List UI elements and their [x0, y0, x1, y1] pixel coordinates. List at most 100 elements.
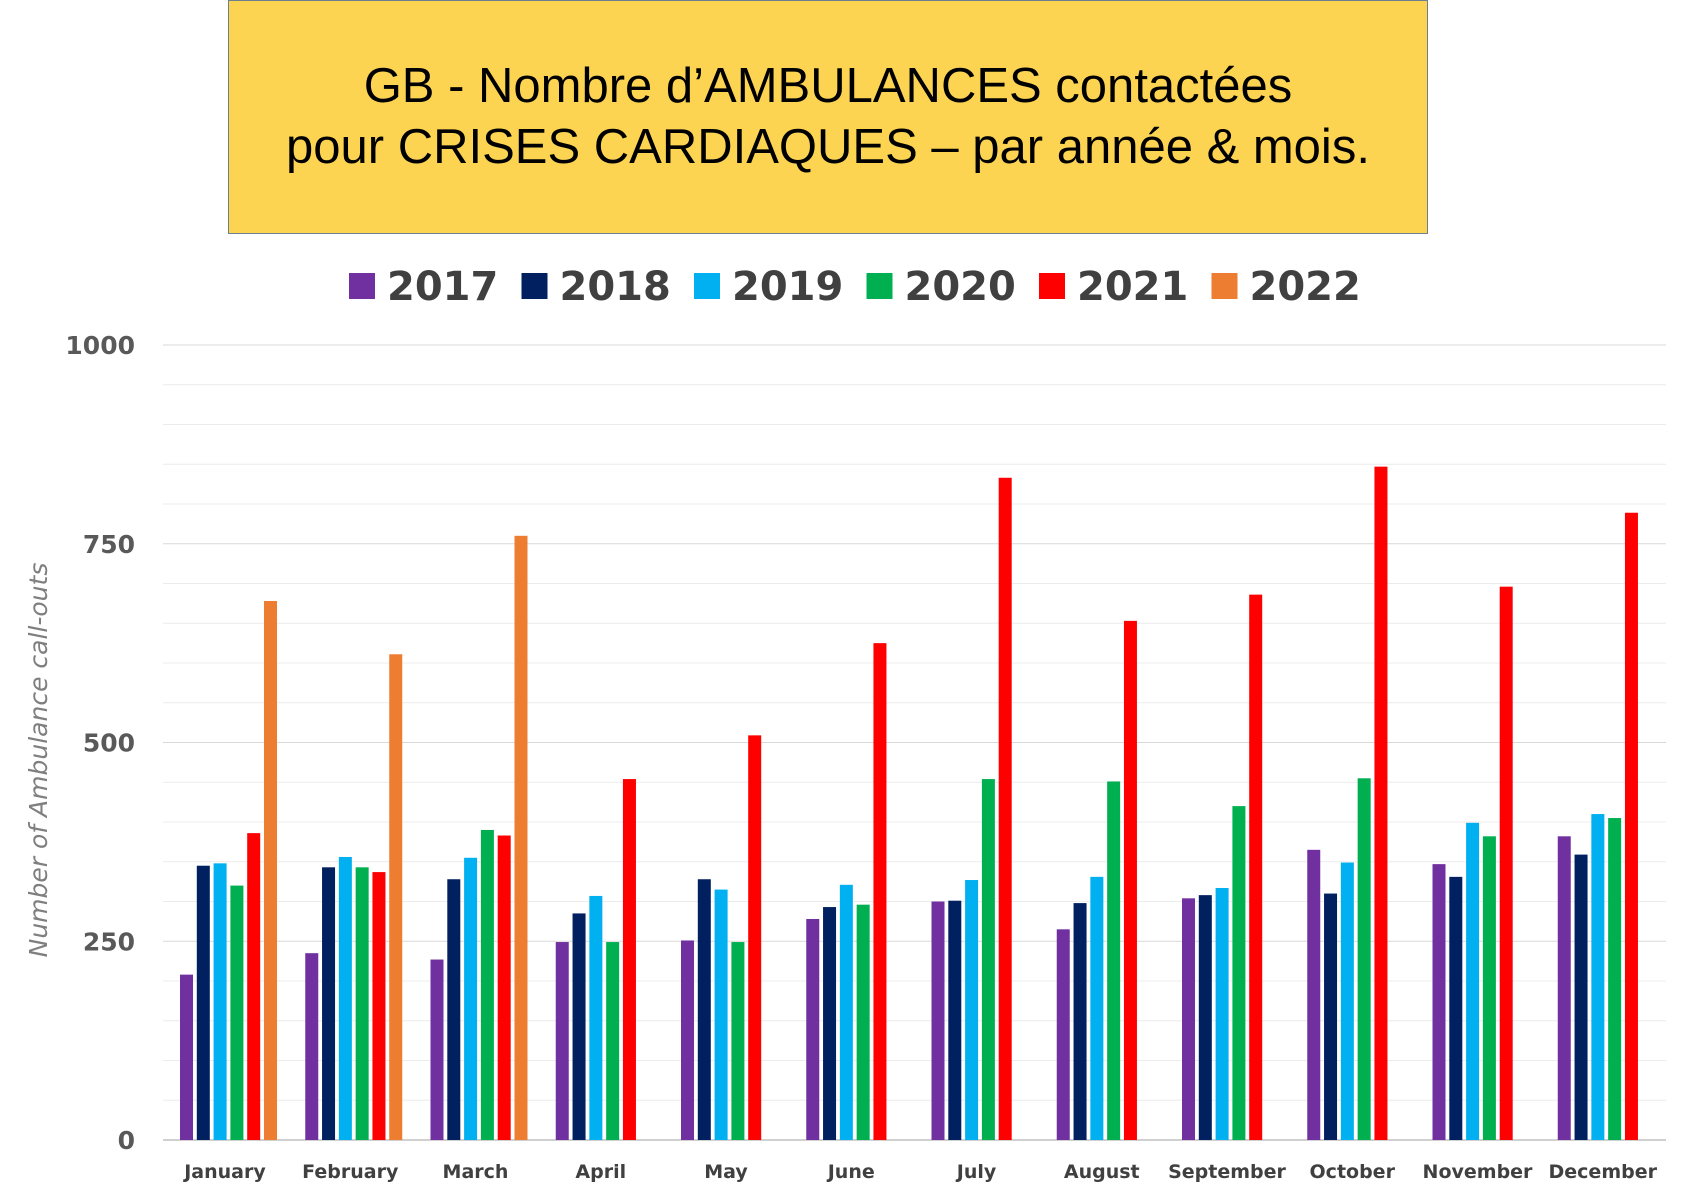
bar-2019-december: [1591, 814, 1605, 1140]
legend-swatch-2017: [349, 273, 375, 299]
bar-2021-july: [998, 477, 1012, 1140]
x-tick-label: February: [302, 1161, 399, 1183]
bar-2019-july: [965, 880, 979, 1140]
y-tick-label: 500: [83, 729, 135, 758]
bar-2017-march: [430, 959, 444, 1140]
y-axis: 0 250 500 750 1000: [65, 331, 135, 1155]
bar-2018-december: [1574, 854, 1588, 1140]
x-tick-label: December: [1549, 1161, 1658, 1183]
x-tick-label: June: [826, 1161, 875, 1183]
bar-2017-april: [555, 942, 569, 1140]
bar-2019-january: [213, 863, 227, 1140]
y-tick-label: 250: [83, 927, 135, 956]
bar-2020-april: [606, 942, 620, 1140]
bar-2018-november: [1449, 876, 1463, 1140]
bar-2020-november: [1482, 836, 1496, 1140]
bar-2021-june: [873, 643, 887, 1140]
bar-2017-february: [305, 953, 319, 1140]
bar-2019-august: [1090, 876, 1104, 1140]
bar-2020-september: [1232, 806, 1246, 1140]
y-tick-label: 1000: [65, 331, 135, 360]
bar-2018-april: [572, 913, 586, 1140]
x-tick-label: August: [1064, 1161, 1140, 1183]
bar-2020-march: [480, 829, 494, 1140]
legend-label-2017: 2017: [387, 264, 498, 310]
bar-2022-february: [389, 654, 403, 1140]
bar-2017-june: [806, 918, 820, 1140]
x-tick-label: May: [704, 1161, 748, 1183]
bar-2020-february: [355, 867, 369, 1140]
y-tick-label: 750: [83, 530, 135, 559]
legend-swatch-2021: [1039, 273, 1065, 299]
bar-2021-october: [1374, 466, 1388, 1140]
bar-2017-september: [1182, 898, 1195, 1140]
x-axis: January February March April May June July Augu…: [182, 1161, 1657, 1183]
x-tick-label: January: [182, 1161, 266, 1183]
bar-2022-january: [264, 600, 277, 1140]
bar-2018-october: [1324, 893, 1338, 1140]
bar-2017-october: [1307, 849, 1321, 1140]
legend-swatch-2019: [694, 273, 720, 299]
legend-swatch-2018: [521, 273, 548, 299]
bar-2019-may: [714, 889, 728, 1140]
title-line-2: pour CRISES CARDIAQUES – par année & moi…: [286, 120, 1370, 174]
legend-swatch-2022: [1211, 273, 1238, 299]
bars: [180, 466, 1638, 1140]
bar-2022-march: [514, 535, 528, 1140]
title-banner: GB - Nombre d’AMBULANCES contactées pour…: [228, 0, 1428, 234]
bar-2019-october: [1340, 862, 1354, 1140]
bar-2017-january: [180, 974, 193, 1140]
x-tick-label: April: [575, 1161, 626, 1183]
x-tick-label: July: [955, 1161, 997, 1183]
bar-2019-february: [338, 856, 352, 1140]
bar-2018-september: [1198, 895, 1212, 1140]
bar-2018-july: [948, 900, 962, 1140]
bar-2021-may: [748, 735, 762, 1140]
bar-2020-august: [1107, 781, 1121, 1140]
bar-2018-march: [447, 879, 461, 1140]
x-tick-label: October: [1310, 1161, 1396, 1183]
bar-2021-november: [1499, 586, 1513, 1140]
bar-2019-november: [1466, 822, 1480, 1140]
bar-2020-january: [230, 885, 244, 1140]
bar-2021-august: [1123, 620, 1137, 1140]
bar-2019-april: [589, 895, 603, 1140]
bar-2021-february: [372, 872, 386, 1140]
x-tick-label: March: [443, 1161, 509, 1183]
y-axis-label: Number of Ambulance call-outs: [24, 563, 53, 958]
bar-2017-august: [1056, 929, 1070, 1140]
bar-2019-september: [1215, 887, 1229, 1140]
bar-2021-april: [622, 779, 636, 1140]
bar-2020-october: [1357, 778, 1371, 1140]
bar-2018-february: [322, 867, 336, 1140]
bar-2020-june: [856, 904, 870, 1140]
title-line-1: GB - Nombre d’AMBULANCES contactées: [363, 59, 1293, 113]
bar-2018-august: [1073, 903, 1087, 1140]
legend-label-2020: 2020: [905, 264, 1016, 310]
bar-2021-december: [1624, 512, 1638, 1140]
bar-2021-september: [1249, 594, 1263, 1140]
legend-label-2021: 2021: [1077, 264, 1188, 310]
bar-2019-march: [464, 857, 478, 1140]
bar-2019-june: [839, 884, 853, 1140]
legend-swatch-2020: [866, 273, 893, 299]
legend: 2017 2018 2019 2020 2021 2022: [349, 264, 1361, 310]
bar-2018-june: [823, 907, 837, 1140]
bar-2020-december: [1608, 818, 1622, 1140]
bar-2017-november: [1432, 864, 1446, 1140]
gridlines: [163, 344, 1666, 1141]
legend-label-2019: 2019: [732, 264, 843, 310]
bar-2020-july: [981, 779, 995, 1140]
y-tick-label: 0: [118, 1126, 135, 1155]
bar-2021-january: [247, 833, 261, 1140]
legend-label-2018: 2018: [560, 264, 671, 310]
bar-2017-december: [1557, 836, 1571, 1140]
legend-label-2022: 2022: [1250, 264, 1361, 310]
bar-2021-march: [497, 835, 511, 1140]
bar-2017-may: [681, 940, 694, 1140]
x-tick-label: November: [1423, 1161, 1534, 1183]
x-tick-label: September: [1168, 1161, 1286, 1183]
bar-2017-july: [931, 901, 945, 1140]
bar-2020-may: [731, 942, 745, 1140]
